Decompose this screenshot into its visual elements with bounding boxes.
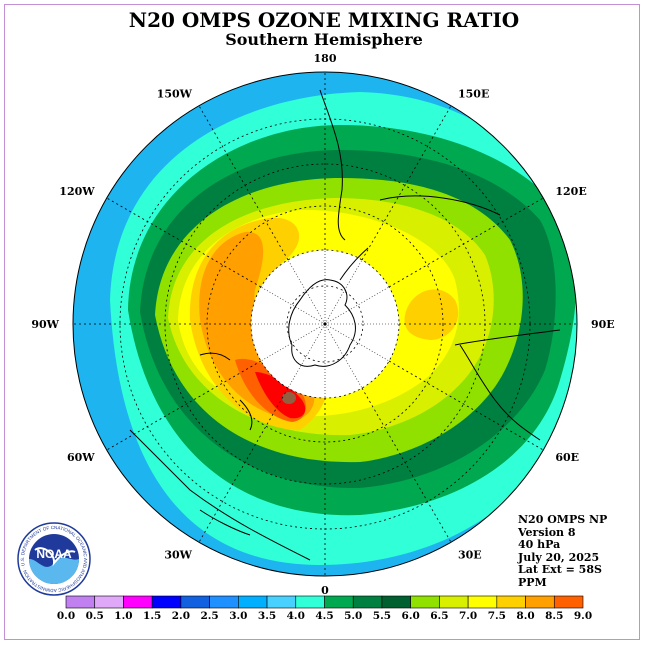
colorbar-swatch [352, 595, 383, 609]
longitude-label: 60W [67, 451, 95, 464]
colorbar-tick-label: 1.0 [114, 610, 132, 622]
colorbar-swatch [151, 595, 182, 609]
colorbar-tick-label: 6.0 [402, 610, 420, 622]
colorbar-swatch [553, 595, 584, 609]
colorbar-tick-label: 3.5 [258, 610, 276, 622]
longitude-label: 150E [458, 88, 489, 101]
colorbar-swatch [123, 595, 153, 609]
longitude-label: 90W [31, 318, 59, 331]
graticule [73, 72, 577, 576]
colorbar-tick-label: 1.5 [143, 610, 161, 622]
colorbar-tick-label: 0.0 [57, 610, 75, 622]
longitude-label: 0 [321, 584, 329, 597]
colorbar-tick-label: 2.0 [172, 610, 190, 622]
colorbar-swatch [324, 595, 354, 609]
meridian-line [260, 323, 326, 362]
latitude-circle [250, 249, 400, 399]
colorbar: 0.0 0.5 1.0 1.5 2.0 2.5 3.0 3.5 4.0 4.5 5.0 5.5 6.0 6… [57, 595, 592, 622]
noaa-logo-text: NOAA [36, 547, 72, 561]
latitude-circle [164, 163, 486, 485]
info-date: July 20, 2025 [518, 550, 600, 564]
south-pole-dot [323, 322, 327, 326]
colorbar-swatch [525, 595, 555, 609]
info-units: PPM [518, 575, 547, 589]
colorbar-swatch [295, 595, 325, 609]
colorbar-swatch [180, 595, 210, 609]
meridian-line [324, 323, 363, 389]
meridian-line [287, 323, 326, 389]
meridian-line [324, 259, 363, 325]
colorbar-swatch [209, 595, 239, 609]
noaa-logo: NOAA NATIONAL OCEANIC AND ATMOSPHERIC AD… [17, 522, 91, 596]
field-9-0 [282, 392, 296, 404]
field-7-0-east [404, 289, 459, 340]
colorbar-tick-label: 7.5 [488, 610, 506, 622]
colorbar-tick-label: 9.0 [574, 610, 592, 622]
map-title: N20 OMPS OZONE MIXING RATIO [128, 8, 520, 32]
colorbar-tick-label: 7.0 [459, 610, 477, 622]
longitude-label: 30W [164, 548, 192, 561]
longitude-label: 30E [458, 548, 482, 561]
longitude-label: 120E [555, 185, 586, 198]
longitude-label: 90E [591, 318, 615, 331]
colorbar-swatch [439, 595, 469, 609]
colorbar-tick-label: 8.5 [545, 610, 563, 622]
longitude-label: 180 [314, 52, 337, 65]
latitude-circle [119, 118, 531, 530]
coastlines [129, 89, 561, 561]
colorbar-tick-label: 8.0 [516, 610, 534, 622]
colorbar-swatch [65, 595, 96, 609]
meridian-line [287, 259, 326, 325]
info-block: N20 OMPS NP Version 8 40 hPa July 20, 20… [518, 513, 608, 590]
colorbar-tick-label: 4.0 [287, 610, 305, 622]
colorbar-tick-label: 0.5 [86, 610, 104, 622]
colorbar-swatch [266, 595, 297, 609]
info-level: 40 hPa [518, 538, 561, 552]
info-product: N20 OMPS NP [518, 513, 608, 526]
colorbar-swatch [94, 595, 124, 609]
info-version: Version 8 [518, 525, 576, 539]
colorbar-swatch [410, 595, 440, 609]
longitude-label: 60E [555, 451, 579, 464]
meridian-line [324, 286, 390, 325]
field-8-5 [255, 372, 306, 419]
colorbar-swatch [238, 595, 268, 609]
colorbar-swatch [467, 595, 498, 609]
latitude-circle [206, 205, 444, 443]
latitude-circle [286, 285, 364, 363]
colorbar-swatch [381, 595, 411, 609]
map-border [72, 71, 578, 577]
info-lat-ext: Lat Ext = 58S [518, 563, 602, 577]
colorbar-tick-label: 5.5 [373, 610, 391, 622]
longitude-label: 120W [59, 185, 95, 198]
longitude-labels: 90W 60W 30W 0 30E 60E 90E 120E 150E 180 150W 120W [31, 52, 614, 597]
map-subtitle: Southern Hemisphere [225, 30, 423, 49]
meridian-line [324, 323, 390, 362]
colorbar-swatch [496, 595, 526, 609]
colorbar-tick-label: 4.5 [315, 610, 333, 622]
longitude-label: 150W [157, 88, 193, 101]
colorbar-tick-label: 3.0 [229, 610, 247, 622]
colorbar-tick-label: 2.5 [200, 610, 218, 622]
meridian-line [260, 286, 326, 325]
colorbar-tick-label: 5.0 [344, 610, 362, 622]
colorbar-tick-label: 6.5 [430, 610, 448, 622]
